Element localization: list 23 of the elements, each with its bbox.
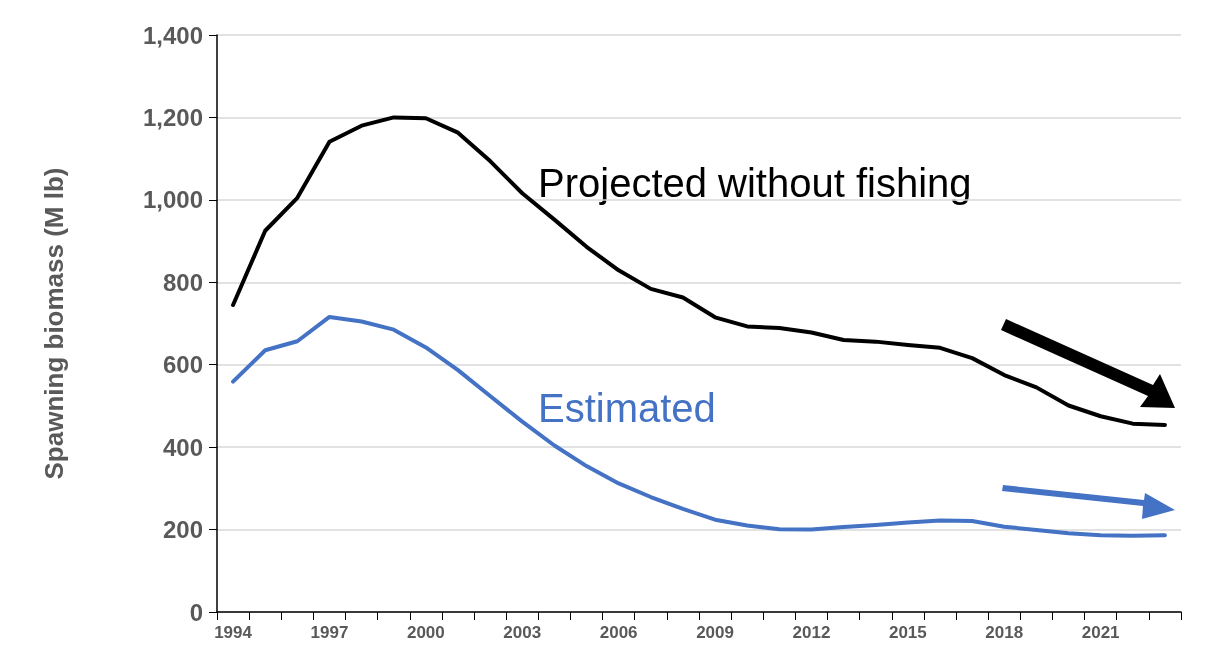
y-tick-label: 600 [162, 351, 203, 379]
y-axis-title: Spawning biomass (M lb) [39, 167, 69, 480]
y-tick-label: 1,400 [142, 21, 203, 49]
series-label: Estimated [538, 386, 716, 430]
y-tick-label: 1,000 [142, 186, 203, 214]
x-tick-label: 2009 [696, 623, 734, 642]
x-tick-label: 2015 [888, 623, 927, 642]
series-label: Projected without fishing [538, 161, 972, 205]
x-tick-label: 1997 [310, 623, 349, 642]
x-tick-label: 2012 [792, 623, 831, 642]
y-tick-label: 1,200 [142, 103, 203, 131]
y-tick-label: 200 [162, 516, 203, 544]
y-tick-label: 0 [189, 598, 203, 626]
x-tick-label: 2021 [1081, 623, 1120, 642]
x-tick-label: 2006 [599, 623, 638, 642]
y-tick-label: 400 [162, 433, 203, 461]
y-tick-label: 800 [162, 268, 203, 296]
x-tick-label: 2018 [985, 623, 1024, 642]
line-series [231, 314, 1167, 538]
x-tick-label: 2000 [406, 623, 445, 642]
x-tick-label: 2003 [503, 623, 542, 642]
line-series [231, 115, 1167, 427]
x-tick-label: 1994 [214, 623, 253, 642]
